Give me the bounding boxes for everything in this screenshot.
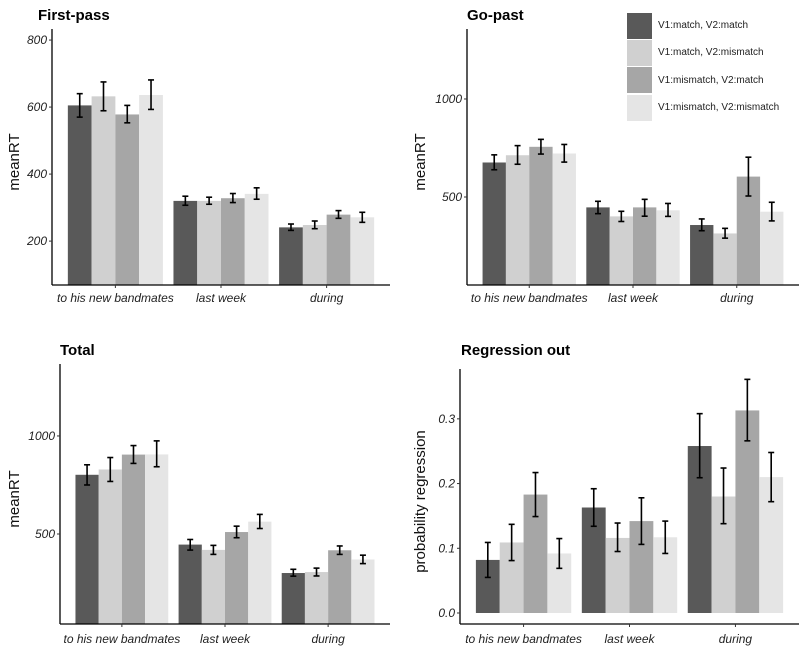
y-axis-label: probability regression: [412, 430, 429, 573]
bar: [279, 227, 303, 285]
y-tick-label: 0.0: [438, 606, 455, 620]
panel-title: Regression out: [461, 342, 570, 359]
bar: [139, 95, 163, 285]
bar: [244, 193, 269, 285]
y-tick-label: 800: [27, 33, 47, 47]
legend-label: V1:mismatch, V2:mismatch: [658, 102, 780, 114]
x-tick-label: last week: [200, 632, 251, 646]
legend-item: V1:mismatch, V2:mismatch: [627, 94, 779, 121]
bar: [115, 114, 140, 285]
y-tick-label: 1000: [435, 92, 462, 106]
bar: [482, 162, 506, 285]
bar: [201, 549, 225, 624]
bar: [248, 521, 272, 624]
bar: [281, 573, 305, 624]
x-tick-label: to his new bandmates: [465, 632, 582, 646]
x-tick-label: during: [311, 632, 345, 646]
y-tick-label: 500: [442, 190, 462, 204]
bar: [633, 207, 657, 285]
x-tick-label: during: [719, 632, 753, 646]
panel-title: Go-past: [467, 7, 524, 24]
y-tick-label: 0.1: [438, 541, 455, 555]
x-tick-label: last week: [604, 632, 655, 646]
panel-title: First-pass: [38, 7, 110, 24]
bar: [713, 233, 737, 285]
bar: [178, 544, 202, 624]
y-tick-label: 200: [26, 234, 47, 248]
x-tick-label: to his new bandmates: [471, 291, 588, 305]
bar: [581, 507, 606, 613]
bar: [225, 532, 249, 624]
bar: [690, 225, 714, 285]
bar: [656, 210, 680, 285]
legend-label: V1:mismatch, V2:match: [658, 74, 764, 86]
y-tick-label: 400: [27, 167, 47, 181]
bar: [145, 454, 169, 624]
bar: [75, 474, 99, 624]
y-tick-label: 600: [27, 100, 47, 114]
legend-item: V1:match, V2:mismatch: [627, 39, 779, 66]
bar: [760, 211, 784, 285]
bar: [609, 216, 633, 285]
bar: [91, 96, 116, 285]
legend-item: V1:match, V2:match: [627, 12, 779, 39]
panel-title: Total: [60, 342, 95, 359]
bar: [736, 176, 761, 285]
bar: [505, 155, 530, 285]
legend-label: V1:match, V2:match: [658, 20, 749, 32]
legend-key: [627, 94, 652, 121]
bar: [711, 496, 736, 613]
x-tick-label: during: [310, 291, 344, 305]
legend: V1:match, V2:match V1:match, V2:mismatch…: [627, 12, 779, 121]
legend-item: V1:mismatch, V2:match: [627, 67, 779, 94]
x-tick-label: during: [720, 291, 754, 305]
bar: [547, 553, 572, 613]
bar: [98, 469, 122, 624]
y-axis-label: meanRT: [6, 133, 23, 190]
bar: [653, 537, 678, 613]
bar: [523, 494, 548, 613]
bar: [304, 572, 329, 624]
bar: [687, 446, 712, 613]
x-tick-label: to his new bandmates: [57, 291, 174, 305]
y-tick-label: 500: [35, 527, 55, 541]
legend-label: V1:match, V2:mismatch: [658, 47, 764, 59]
bar: [552, 153, 576, 285]
bar: [67, 105, 92, 285]
bar: [302, 225, 327, 285]
bar: [173, 200, 198, 285]
y-axis-label: meanRT: [412, 133, 429, 190]
bar: [350, 217, 375, 285]
bar: [629, 521, 654, 613]
bar: [759, 477, 784, 613]
bar: [475, 559, 500, 613]
legend-key: [627, 39, 652, 66]
bar: [605, 537, 630, 613]
x-tick-label: last week: [196, 291, 247, 305]
x-tick-label: to his new bandmates: [64, 632, 181, 646]
bar: [499, 542, 524, 613]
legend-key: [627, 67, 652, 94]
x-tick-label: last week: [608, 291, 659, 305]
bar: [197, 200, 221, 285]
bar: [326, 214, 351, 285]
bar: [529, 146, 553, 285]
bar: [221, 198, 245, 285]
bar: [121, 454, 146, 624]
bar: [735, 410, 760, 613]
bar: [351, 559, 375, 624]
y-tick-label: 0.2: [438, 477, 455, 491]
y-axis-label: meanRT: [6, 470, 23, 527]
y-tick-label: 0.3: [438, 412, 455, 426]
bar: [586, 207, 610, 285]
legend-key: [627, 12, 652, 39]
bar: [328, 550, 352, 624]
y-tick-label: 1000: [28, 429, 55, 443]
